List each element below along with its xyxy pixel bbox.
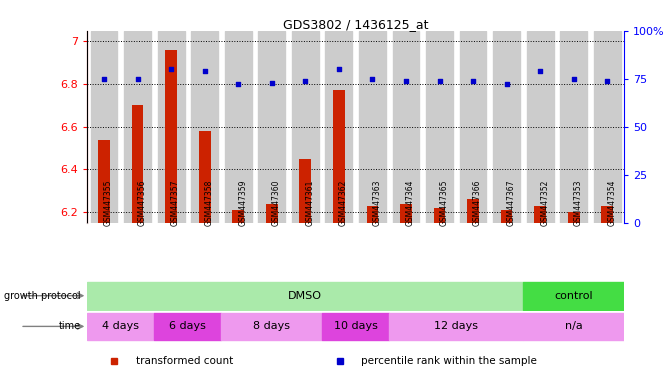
Bar: [433, 208, 446, 384]
Bar: [493, 31, 520, 223]
Text: GSM447354: GSM447354: [607, 179, 616, 225]
Bar: [523, 282, 624, 310]
Bar: [325, 31, 352, 223]
Point: [166, 66, 176, 72]
Bar: [460, 31, 486, 223]
Text: 6 days: 6 days: [170, 321, 206, 331]
Text: GSM447367: GSM447367: [507, 179, 515, 225]
Text: time: time: [58, 321, 81, 331]
Text: growth protocol: growth protocol: [4, 291, 81, 301]
Point: [199, 68, 210, 74]
Bar: [154, 313, 221, 340]
Text: DMSO: DMSO: [289, 291, 322, 301]
Text: GSM447361: GSM447361: [305, 179, 314, 225]
Text: GSM447359: GSM447359: [238, 179, 247, 225]
Bar: [366, 206, 378, 384]
Point: [266, 79, 277, 86]
Text: GSM447352: GSM447352: [540, 179, 549, 225]
Point: [602, 78, 613, 84]
Point: [434, 78, 445, 84]
Bar: [199, 131, 211, 384]
Bar: [225, 31, 252, 223]
Bar: [266, 204, 278, 384]
Text: transformed count: transformed count: [136, 356, 233, 366]
Bar: [501, 210, 513, 384]
Text: GSM447365: GSM447365: [440, 179, 448, 225]
Bar: [359, 31, 386, 223]
Bar: [165, 50, 177, 384]
Point: [233, 81, 244, 88]
Bar: [400, 204, 412, 384]
Bar: [333, 91, 345, 384]
Bar: [527, 31, 554, 223]
Bar: [299, 159, 311, 384]
Text: GSM447366: GSM447366: [473, 179, 482, 225]
Bar: [191, 31, 218, 223]
Text: GSM447362: GSM447362: [339, 179, 348, 225]
Bar: [568, 212, 580, 384]
Bar: [322, 313, 389, 340]
Point: [501, 81, 512, 88]
Text: 8 days: 8 days: [253, 321, 291, 331]
Bar: [594, 31, 621, 223]
Text: GSM447355: GSM447355: [104, 179, 113, 225]
Bar: [258, 31, 285, 223]
Bar: [221, 313, 322, 340]
Text: GSM447364: GSM447364: [406, 179, 415, 225]
Text: GSM447363: GSM447363: [372, 179, 381, 225]
Text: 4 days: 4 days: [102, 321, 140, 331]
Text: 12 days: 12 days: [434, 321, 478, 331]
Bar: [389, 313, 523, 340]
Point: [367, 76, 378, 82]
Bar: [91, 31, 117, 223]
Point: [401, 78, 411, 84]
Point: [333, 66, 344, 72]
Text: control: control: [554, 291, 593, 301]
Text: GSM447353: GSM447353: [574, 179, 582, 225]
Bar: [98, 139, 110, 384]
Bar: [87, 282, 523, 310]
Point: [468, 78, 478, 84]
Bar: [132, 105, 144, 384]
Bar: [601, 206, 613, 384]
Text: GSM447358: GSM447358: [205, 179, 213, 225]
Text: GDS3802 / 1436125_at: GDS3802 / 1436125_at: [283, 18, 428, 31]
Text: GSM447357: GSM447357: [171, 179, 180, 225]
Bar: [292, 31, 319, 223]
Bar: [523, 313, 624, 340]
Point: [132, 76, 143, 82]
Bar: [124, 31, 151, 223]
Point: [568, 76, 579, 82]
Text: GSM447360: GSM447360: [272, 179, 280, 225]
Bar: [534, 206, 546, 384]
Point: [99, 76, 109, 82]
Bar: [87, 313, 154, 340]
Bar: [426, 31, 453, 223]
Bar: [560, 31, 587, 223]
Text: n/a: n/a: [565, 321, 582, 331]
Text: 10 days: 10 days: [333, 321, 378, 331]
Bar: [158, 31, 185, 223]
Point: [535, 68, 546, 74]
Bar: [393, 31, 419, 223]
Point: [300, 78, 311, 84]
Text: GSM447356: GSM447356: [138, 179, 146, 225]
Bar: [467, 199, 479, 384]
Bar: [232, 210, 244, 384]
Text: percentile rank within the sample: percentile rank within the sample: [361, 356, 537, 366]
